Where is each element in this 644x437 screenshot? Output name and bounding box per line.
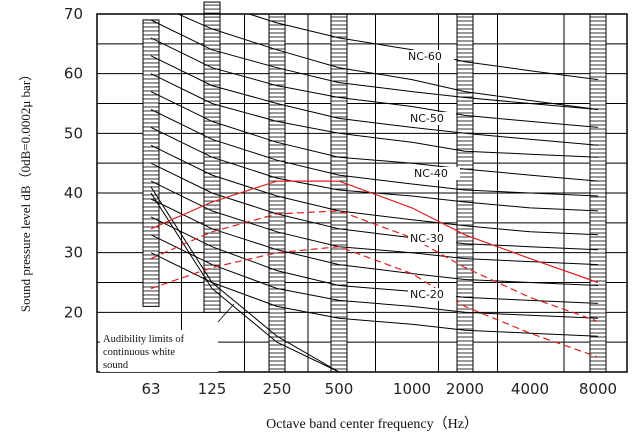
nc-curve-3 <box>150 37 599 128</box>
nc-curve-5 <box>150 73 599 158</box>
y-tick-40: 40 <box>64 184 83 202</box>
y-tick-20: 20 <box>64 303 83 321</box>
nc-label-bg <box>408 288 456 301</box>
grid <box>97 14 627 372</box>
hatched-band-250 <box>268 13 286 373</box>
red-curve-2 <box>150 246 599 358</box>
nc-label-bg <box>408 112 456 125</box>
x-tick-8000: 8000 <box>579 380 617 398</box>
nc-curve-13 <box>150 216 599 304</box>
nc-curve-11 <box>150 180 599 266</box>
red-curve-0 <box>150 180 599 284</box>
x-tick-4000: 4000 <box>511 380 549 398</box>
hatched-bands <box>142 1 607 373</box>
x-tick-1000: 1000 <box>393 380 431 398</box>
nc-label-bg <box>406 50 454 63</box>
audibility-annotation: Audibility limits of continuous white soun… <box>100 303 235 372</box>
nc-curve-0 <box>247 14 599 81</box>
nc-curve-8 <box>150 126 599 212</box>
nc-curve-7 <box>150 109 599 197</box>
nc-label-nc-40: NC-40 <box>414 167 448 180</box>
nc-curve-12 <box>150 198 599 286</box>
nc-label-bg <box>412 167 460 180</box>
nc-curves <box>150 14 599 337</box>
nc-label-nc-60: NC-60 <box>408 50 442 63</box>
nc-curve-4 <box>150 55 599 146</box>
annotation-bg <box>100 330 218 372</box>
y-tick-60: 60 <box>64 65 83 83</box>
y-tick-70: 70 <box>64 5 83 23</box>
x-tick-labels: 63 125 250 500 1000 2000 4000 8000 <box>141 380 617 398</box>
audibility-curve-1 <box>150 192 340 372</box>
audibility-curves <box>150 186 340 372</box>
annotation-line-0: Audibility limits of <box>103 334 185 345</box>
x-axis-label: Octave band center frequency（Hz） <box>266 416 478 432</box>
nc-label-nc-50: NC-50 <box>410 112 444 125</box>
y-tick-labels: 20 30 40 50 60 70 <box>64 5 83 321</box>
x-tick-125: 125 <box>198 380 227 398</box>
plot-frame <box>96 13 628 373</box>
hatched-band-63 <box>142 19 160 307</box>
nc-label-bg <box>408 232 456 245</box>
red-curves <box>150 180 599 358</box>
nc-curve-10 <box>150 162 599 251</box>
nc-label-nc-30: NC-30 <box>410 232 444 245</box>
nc-label-nc-20: NC-20 <box>410 288 444 301</box>
nc-curve-1 <box>176 14 599 110</box>
x-tick-500: 500 <box>325 380 354 398</box>
hatched-band-2000 <box>456 13 474 373</box>
curve-labels: NC-60 NC-50 NC-40 NC-30 NC-20 <box>406 50 460 301</box>
y-tick-30: 30 <box>64 244 83 262</box>
red-curve-1 <box>150 210 599 322</box>
x-tick-63: 63 <box>141 380 160 398</box>
nc-curve-6 <box>150 91 599 182</box>
y-tick-50: 50 <box>64 124 83 142</box>
y-axis-label: Sound pressure level dB（0dB=0.0002μ bar） <box>18 68 33 312</box>
x-tick-250: 250 <box>263 380 292 398</box>
nc-curve-15 <box>150 252 599 337</box>
audibility-curve-0 <box>150 186 340 372</box>
x-tick-2000: 2000 <box>446 380 484 398</box>
annotation-line-2: sound <box>103 360 129 371</box>
nc-curve-14 <box>150 234 599 319</box>
annotation-pointer <box>217 303 235 323</box>
annotation-line-1: continuous white <box>103 347 175 358</box>
nc-curve-9 <box>150 144 599 236</box>
nc-curve-2 <box>150 19 599 110</box>
